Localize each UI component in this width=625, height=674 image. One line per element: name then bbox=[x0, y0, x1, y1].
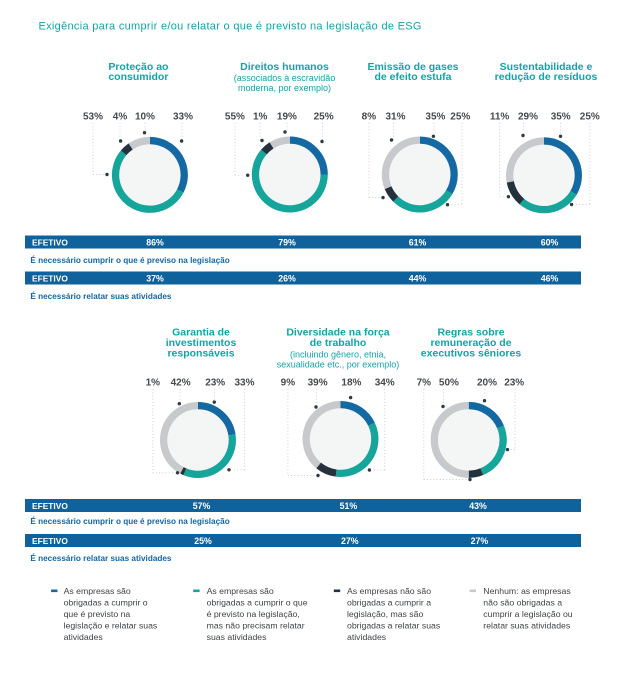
svg-text:de trabalho: de trabalho bbox=[310, 337, 367, 349]
svg-text:Sustentabilidade e: Sustentabilidade e bbox=[500, 61, 593, 73]
svg-text:moderna, por exemplo): moderna, por exemplo) bbox=[238, 83, 331, 93]
svg-text:42%: 42% bbox=[171, 378, 191, 389]
svg-text:44%: 44% bbox=[409, 273, 427, 283]
svg-text:9%: 9% bbox=[281, 378, 296, 389]
svg-text:11%: 11% bbox=[490, 112, 510, 123]
svg-text:É necessário cumprir o que é p: É necessário cumprir o que é previso na … bbox=[30, 255, 229, 265]
svg-text:Direitos humanos: Direitos humanos bbox=[240, 61, 329, 73]
svg-text:27%: 27% bbox=[471, 536, 489, 546]
svg-text:EFETIVO: EFETIVO bbox=[32, 501, 68, 511]
svg-text:É necessário cumprir o que é p: É necessário cumprir o que é previso na … bbox=[30, 516, 229, 526]
svg-text:remuneração de: remuneração de bbox=[430, 337, 511, 349]
svg-text:(incluindo gênero, etnia,: (incluindo gênero, etnia, bbox=[290, 350, 386, 360]
svg-text:60%: 60% bbox=[541, 237, 559, 247]
svg-text:(associados à escravidão: (associados à escravidão bbox=[234, 73, 336, 83]
svg-text:Diversidade na força: Diversidade na força bbox=[286, 327, 389, 339]
svg-text:20%: 20% bbox=[477, 378, 497, 389]
svg-text:1%: 1% bbox=[253, 112, 268, 123]
svg-text:É necessário relatar suas ativ: É necessário relatar suas atividades bbox=[30, 291, 172, 301]
svg-text:19%: 19% bbox=[277, 112, 297, 123]
svg-text:61%: 61% bbox=[409, 237, 427, 247]
svg-text:8%: 8% bbox=[362, 112, 377, 123]
svg-text:Garantia de: Garantia de bbox=[172, 327, 230, 339]
svg-text:33%: 33% bbox=[234, 378, 254, 389]
svg-text:29%: 29% bbox=[518, 112, 538, 123]
svg-text:34%: 34% bbox=[375, 378, 395, 389]
svg-text:25%: 25% bbox=[450, 112, 470, 123]
svg-text:É necessário relatar suas ativ: É necessário relatar suas atividades bbox=[30, 553, 172, 563]
svg-text:consumidor: consumidor bbox=[108, 71, 168, 83]
svg-text:Proteção ao: Proteção ao bbox=[108, 61, 168, 73]
svg-text:sexualidade etc., por exemplo): sexualidade etc., por exemplo) bbox=[277, 360, 400, 370]
svg-text:Exigência para cumprir e/ou re: Exigência para cumprir e/ou relatar o qu… bbox=[39, 21, 422, 33]
svg-text:35%: 35% bbox=[425, 112, 445, 123]
svg-text:50%: 50% bbox=[439, 378, 459, 389]
svg-text:Regras sobre: Regras sobre bbox=[437, 327, 504, 339]
svg-text:1%: 1% bbox=[146, 378, 161, 389]
svg-text:39%: 39% bbox=[308, 378, 328, 389]
svg-text:33%: 33% bbox=[173, 112, 193, 123]
svg-text:Emissão de gases: Emissão de gases bbox=[367, 61, 458, 73]
svg-text:4%: 4% bbox=[113, 112, 128, 123]
svg-text:de efeito estufa: de efeito estufa bbox=[374, 71, 451, 83]
svg-text:18%: 18% bbox=[341, 378, 361, 389]
svg-text:53%: 53% bbox=[83, 112, 103, 123]
svg-text:25%: 25% bbox=[580, 112, 600, 123]
svg-text:35%: 35% bbox=[551, 112, 571, 123]
svg-text:37%: 37% bbox=[146, 273, 164, 283]
svg-text:27%: 27% bbox=[341, 536, 359, 546]
svg-text:79%: 79% bbox=[278, 237, 296, 247]
svg-text:responsáveis: responsáveis bbox=[167, 348, 234, 360]
svg-text:31%: 31% bbox=[385, 112, 405, 123]
svg-text:23%: 23% bbox=[504, 378, 524, 389]
svg-text:25%: 25% bbox=[194, 536, 212, 546]
svg-text:10%: 10% bbox=[135, 112, 155, 123]
svg-text:26%: 26% bbox=[278, 273, 296, 283]
svg-text:57%: 57% bbox=[193, 501, 211, 511]
svg-text:86%: 86% bbox=[146, 237, 164, 247]
svg-text:redução de resíduos: redução de resíduos bbox=[495, 71, 598, 83]
svg-text:EFETIVO: EFETIVO bbox=[32, 237, 68, 247]
svg-text:51%: 51% bbox=[340, 501, 358, 511]
svg-text:43%: 43% bbox=[469, 501, 487, 511]
svg-text:executivos sêniores: executivos sêniores bbox=[421, 348, 522, 360]
svg-text:EFETIVO: EFETIVO bbox=[32, 273, 68, 283]
svg-text:55%: 55% bbox=[225, 112, 245, 123]
svg-text:23%: 23% bbox=[205, 378, 225, 389]
svg-text:EFETIVO: EFETIVO bbox=[32, 536, 68, 546]
svg-text:7%: 7% bbox=[417, 378, 432, 389]
svg-text:46%: 46% bbox=[541, 273, 559, 283]
svg-text:investimentos: investimentos bbox=[166, 337, 237, 349]
svg-text:25%: 25% bbox=[314, 112, 334, 123]
